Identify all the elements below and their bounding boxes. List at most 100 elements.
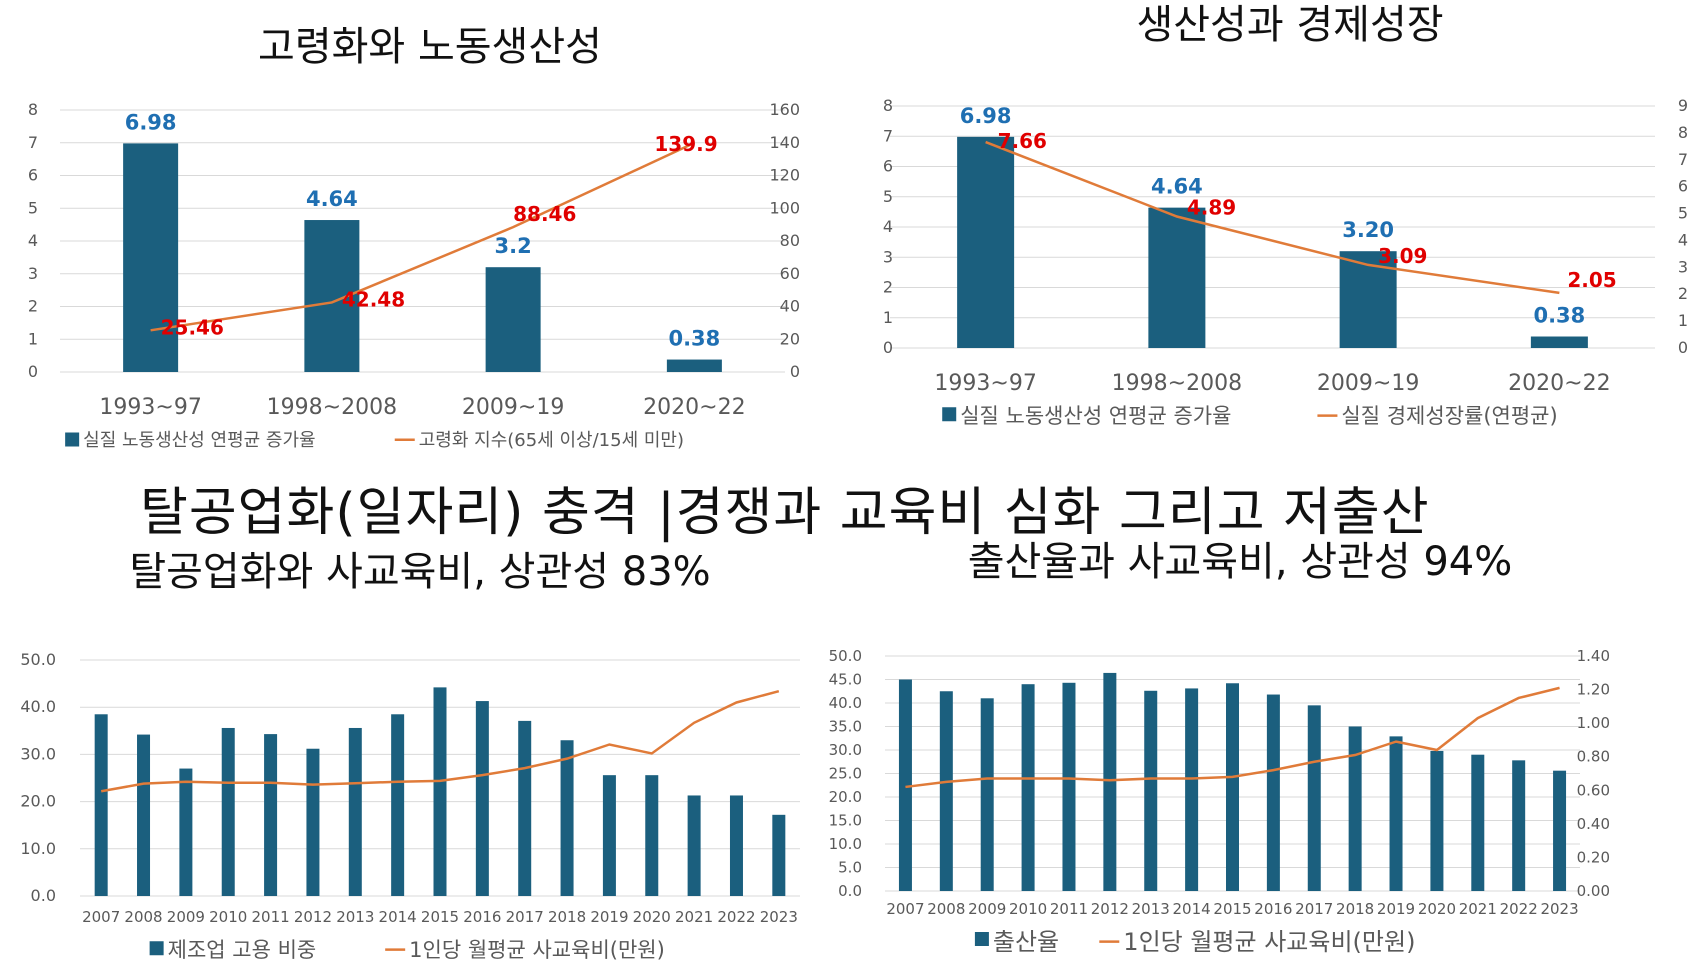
- y-tick-label: 5.0: [838, 859, 862, 877]
- bar: [687, 795, 701, 896]
- bar: [1553, 770, 1567, 891]
- y-tick-label: 6: [883, 157, 893, 176]
- bar: [433, 687, 447, 896]
- y-tick-label: 35.0: [829, 718, 862, 736]
- x-tick-label: 2007: [886, 900, 924, 918]
- y-tick-label: 2: [28, 297, 38, 316]
- line-data-label: 42.48: [342, 287, 405, 311]
- x-tick-label: 2022: [1500, 900, 1538, 918]
- bar: [980, 698, 994, 891]
- y-tick-label: 4: [28, 231, 38, 250]
- y-tick-label: 25.0: [829, 765, 862, 783]
- y-tick-label: 50.0: [829, 647, 862, 665]
- bar: [645, 775, 659, 896]
- x-tick-label: 2020: [633, 908, 671, 926]
- y2-tick-label: 0.40: [1577, 815, 1610, 833]
- legend-label-bar: 실질 노동생산성 연평균 증가율: [960, 404, 1231, 428]
- x-tick-label: 2020: [1418, 900, 1456, 918]
- y-tick-label: 2: [883, 278, 893, 297]
- bar: [123, 143, 179, 372]
- line-series: [100, 689, 780, 793]
- bar: [1062, 682, 1076, 891]
- x-tick-label: 2022: [717, 908, 755, 926]
- bar-data-label: 4.64: [1151, 175, 1203, 199]
- legend-swatch-bar: [65, 432, 80, 447]
- y2-tick-label: 6: [1678, 177, 1688, 196]
- bar-data-label: 0.38: [668, 327, 720, 351]
- bar: [264, 734, 278, 896]
- y-tick-label: 20.0: [829, 788, 862, 806]
- line-series: [150, 141, 695, 332]
- bar: [666, 359, 722, 372]
- bar: [1144, 690, 1158, 891]
- chart-title-growth: 생산성과 경제성장: [1136, 2, 1443, 48]
- bar: [1348, 726, 1362, 891]
- x-tick-label: 2014: [1173, 900, 1211, 918]
- y2-tick-label: 0.60: [1577, 781, 1610, 799]
- y-tick-label: 45.0: [829, 671, 862, 689]
- x-tick-label: 2009: [167, 908, 205, 926]
- y-tick-label: 15.0: [829, 812, 862, 830]
- bar: [1307, 705, 1321, 891]
- x-tick-label: 2007: [82, 908, 120, 926]
- line-data-label: 4.89: [1187, 196, 1236, 220]
- line-data-label: 88.46: [513, 202, 576, 226]
- y-tick-label: 7: [28, 133, 38, 152]
- y-tick-label: 4: [883, 217, 893, 236]
- bar: [1148, 207, 1206, 348]
- y-tick-label: 20.0: [20, 792, 56, 811]
- y2-tick-label: 1.20: [1577, 681, 1610, 699]
- x-tick-label: 2010: [1009, 900, 1047, 918]
- legend-label-bar: 실질 노동생산성 연평균 증가율: [83, 430, 315, 451]
- bar: [1430, 750, 1444, 891]
- bar: [560, 740, 574, 896]
- y2-tick-label: 0.20: [1577, 848, 1610, 866]
- legend-swatch-bar: [149, 941, 164, 956]
- y-tick-label: 40.0: [829, 694, 862, 712]
- chart-title-deind: 탈공업화와 사교육비, 상관성 83%: [129, 549, 710, 595]
- chart-title-birth: 출산율과 사교육비, 상관성 94%: [968, 539, 1513, 585]
- y2-tick-label: 2: [1678, 284, 1688, 303]
- legend-label-bar: 제조업 고용 비중: [168, 938, 317, 962]
- x-tick-label: 1993~97: [99, 395, 201, 420]
- bar: [898, 679, 912, 891]
- y-tick-label: 8: [28, 100, 38, 119]
- y2-tick-label: 4: [1678, 230, 1688, 249]
- bar: [1266, 694, 1280, 891]
- y-tick-label: 1: [883, 308, 893, 327]
- y-tick-label: 3: [883, 247, 893, 266]
- legend-label-line: 1인당 월평균 사교육비(만원): [1123, 928, 1415, 956]
- x-tick-label: 2020~22: [643, 395, 745, 420]
- line-data-label: 7.66: [998, 129, 1047, 153]
- x-tick-label: 1998~2008: [1112, 371, 1242, 396]
- y-tick-label: 30.0: [20, 744, 56, 763]
- bar: [772, 814, 786, 896]
- x-tick-label: 2018: [1336, 900, 1374, 918]
- line-data-label: 25.46: [161, 315, 224, 339]
- x-tick-label: 2017: [506, 908, 544, 926]
- line-series: [905, 686, 1560, 789]
- bar: [1530, 336, 1588, 348]
- y2-tick-label: 3: [1678, 257, 1688, 276]
- bar: [179, 768, 193, 896]
- bar-data-label: 6.98: [125, 110, 177, 134]
- x-tick-label: 1993~97: [934, 371, 1036, 396]
- bar-data-label: 6.98: [960, 104, 1012, 128]
- x-tick-label: 2016: [463, 908, 501, 926]
- line-data-label: 2.05: [1567, 268, 1616, 292]
- bar: [221, 727, 235, 896]
- x-tick-label: 2009~19: [462, 395, 564, 420]
- bar: [348, 727, 362, 896]
- y2-tick-label: 1.40: [1577, 647, 1610, 665]
- bar-data-label: 4.64: [306, 187, 358, 211]
- x-tick-label: 2009: [968, 900, 1006, 918]
- bar: [1185, 688, 1199, 891]
- x-tick-label: 2017: [1295, 900, 1333, 918]
- y-tick-label: 0.0: [31, 886, 56, 905]
- y2-tick-label: 60: [780, 264, 800, 283]
- y-tick-label: 6: [28, 166, 38, 185]
- chart-title-aging: 고령화와 노동생산성: [258, 24, 602, 70]
- x-tick-label: 2008: [124, 908, 162, 926]
- y2-tick-label: 0: [1678, 338, 1688, 357]
- legend-label-line: 고령화 지수(65세 이상/15세 미만): [419, 430, 684, 451]
